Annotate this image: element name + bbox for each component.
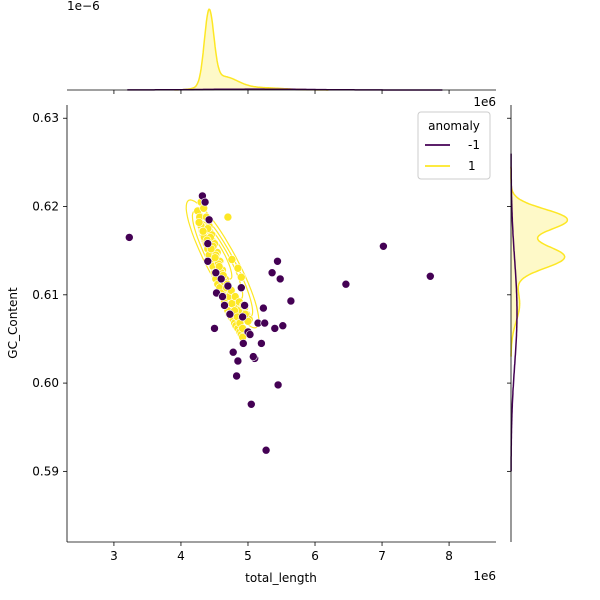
x-tick-label: 7 [378,549,386,563]
scatter-point-series-neg1 [203,256,213,266]
scatter-point-series-neg1 [273,380,283,390]
scatter-point-series-1 [198,226,208,236]
legend-label-1: 1 [468,159,476,173]
scatter-point-series-neg1 [225,309,235,319]
scatter-point-series-neg1 [237,283,246,293]
x-offset-label: 1e6 [473,569,496,583]
right-marginal-offset-label: 1e6 [473,95,496,109]
right-marginal: 1e6 [473,95,569,542]
top-marginal-ticks [113,90,450,94]
right-kde-line-series-1 [510,166,569,357]
scatter-point-series-neg1 [273,256,282,266]
scatter-point-series-neg1 [228,347,238,357]
scatter-point-series-neg1 [233,356,243,366]
scatter-point-series-neg1 [425,271,435,281]
legend-frame [417,111,491,180]
x-tick-label: 5 [244,549,252,563]
scatter-point-series-neg1 [341,279,351,289]
top-marginal: 1e−6 [67,0,496,94]
scatter-point-series-neg1 [267,268,277,278]
top-kde-line-series-1 [174,8,329,91]
scatter-point-series-neg1 [218,292,227,301]
scatter-point-series-neg1 [223,281,233,291]
scatter-point-series-neg1 [270,324,280,333]
x-ticks: 3 4 5 6 7 8 [110,542,453,563]
scatter-point-series-neg1 [240,301,249,310]
legend-label-neg1: -1 [468,138,480,152]
scatter-point-series-neg1 [260,318,270,328]
legend: anomaly -1 1 [417,111,491,180]
scatter-point-series-neg1 [245,330,255,339]
scatter-point-series-neg1 [238,312,247,322]
x-tick-label: 3 [110,549,118,563]
legend-title: anomaly [428,119,480,133]
scatter-point-series-neg1 [200,197,210,207]
scatter-point-series-neg1 [239,339,248,348]
scatter-point-series-neg1 [257,339,266,348]
scatter-point-series-neg1 [261,445,271,455]
y-tick-label: 0.60 [32,376,59,390]
scatter-points [125,191,435,455]
scatter-point-series-neg1 [247,399,256,409]
scatter-point-series-1 [237,272,246,282]
scatter-point-series-neg1 [211,268,221,278]
scatter-point-series-neg1 [379,242,388,251]
y-axis-label: GC_Content [6,287,20,359]
y-tick-label: 0.59 [32,464,59,478]
scatter-point-series-neg1 [125,233,134,242]
scatter-point-series-1 [210,253,220,263]
scatter-point-series-neg1 [220,301,229,310]
x-tick-label: 4 [177,549,185,563]
y-ticks: 0.59 0.60 0.61 0.62 0.63 [32,111,67,478]
x-tick-label: 6 [311,549,319,563]
scatter-point-series-neg1 [275,274,285,284]
scatter-point-series-neg1 [232,371,241,381]
scatter-point-series-neg1 [286,296,296,306]
scatter-point-series-neg1 [204,215,214,225]
right-kde-fill-series-1 [511,166,568,357]
scatter-point-series-neg1 [249,352,258,361]
x-tick-label: 8 [445,549,453,563]
scatter-point-series-1 [223,212,233,222]
y-tick-label: 0.62 [32,200,59,214]
x-axis-label: total_length [245,571,317,585]
scatter-point-series-neg1 [278,321,288,331]
y-tick-label: 0.61 [32,288,59,302]
scatter-point-series-neg1 [210,324,219,333]
top-kde-fill-series-1 [174,9,329,91]
scatter-point-series-neg1 [259,303,268,313]
scatter-point-series-1 [233,263,243,273]
y-tick-label: 0.63 [32,111,59,125]
right-kde-line-series-neg1 [510,153,518,472]
scatter-point-series-1 [194,218,204,227]
right-marginal-ticks [507,117,511,472]
scatter-point-series-neg1 [216,274,226,284]
main-axes: 3 4 5 6 7 8 0.59 0.60 0.61 0.62 0.63 total_length… [6,105,496,585]
scatter-point-series-neg1 [203,239,213,248]
top-marginal-offset-label: 1e−6 [67,0,100,13]
scatter-point-series-1 [227,255,237,264]
